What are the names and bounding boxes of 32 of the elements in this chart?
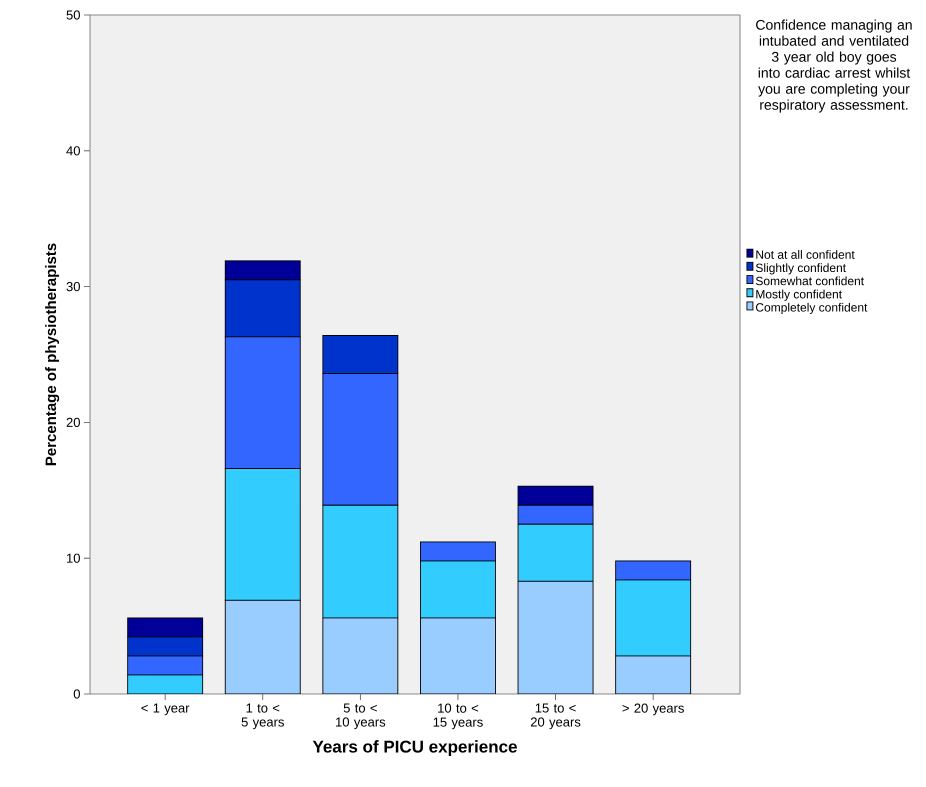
legend-label: Mostly confident [756,290,842,301]
legend-label: Not at all confident [756,250,855,259]
x-tick-label: 1 to < 5 years [242,704,284,730]
bar [224,468,301,601]
legend-label: Somewhat confident [756,276,864,286]
y-tick-label: 0 [74,689,80,699]
bar [615,579,692,656]
y-tick-label: 30 [66,282,80,292]
bar [615,656,692,694]
x-tick-label: 10 to < 15 years [434,704,483,730]
bar [518,524,594,582]
y-axis-title: Percentage of physiotherapists [45,243,60,466]
y-tick-label: 10 [66,554,80,563]
bar [420,618,496,694]
bar [128,674,203,694]
x-tick-label: < 1 year [141,704,190,716]
x-tick-label: > 20 years [622,704,684,716]
bar [518,581,594,694]
bar [420,541,496,562]
legend-label: Slightly confident [756,263,846,274]
x-axis-title: Years of PICU experience [312,740,517,756]
y-tick-label: 20 [66,418,80,427]
bar [225,600,300,694]
bar [420,560,496,618]
y-tick-label: 50 [66,10,80,20]
legend-title: Confidence managing an intubated and ventilated 3 year old boy goes into cardiac arrest whilst you are completing your respiratory assessment. [756,20,912,113]
legend-label: Completely confident [756,302,868,314]
x-tick-label: 5 to < 10 years [336,704,386,730]
y-tick-label: 40 [66,146,80,156]
x-tick-label: 15 to < 20 years [530,704,580,730]
bar [322,618,398,694]
bar [322,504,398,618]
